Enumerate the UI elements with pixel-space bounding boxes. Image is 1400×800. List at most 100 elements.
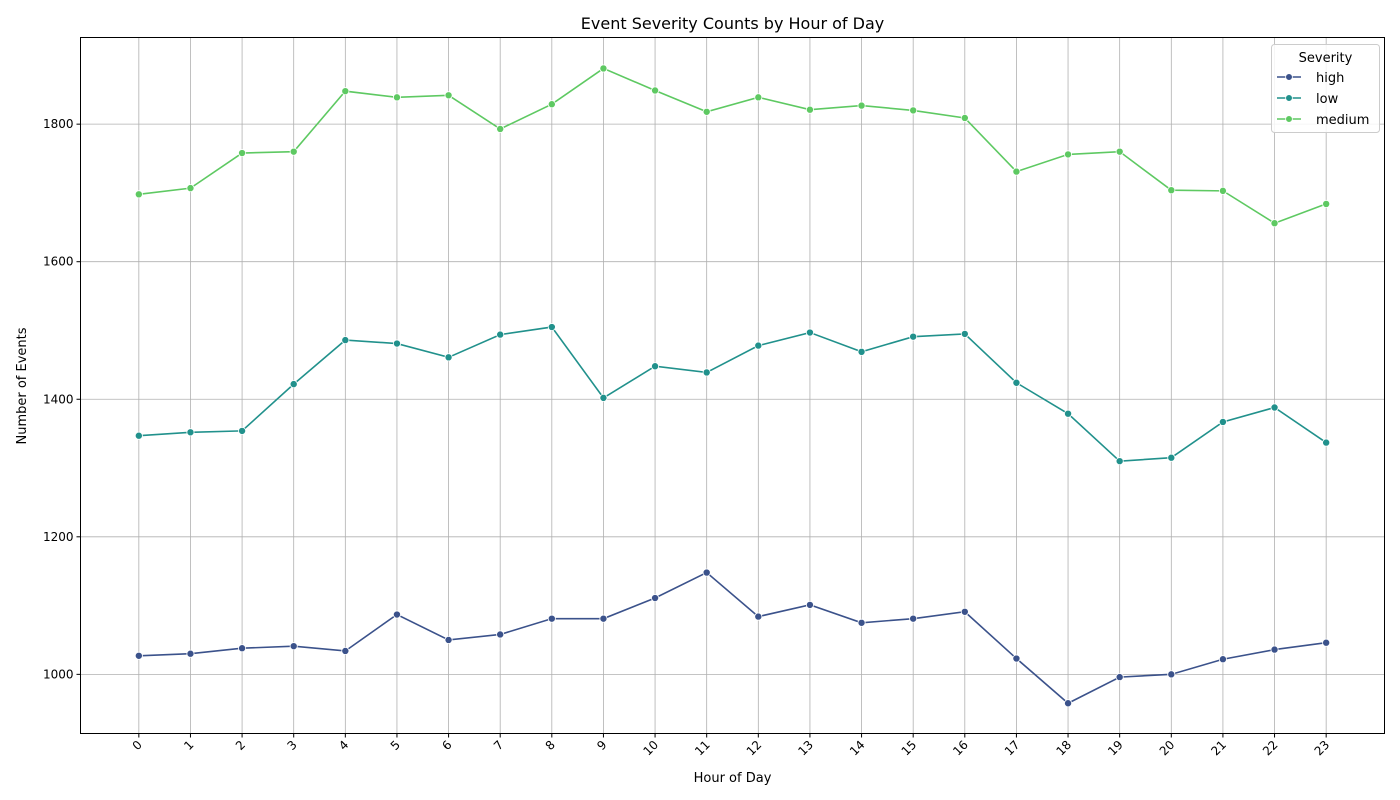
data-point-high — [1218, 655, 1227, 664]
data-point-low — [1322, 438, 1331, 447]
x-tick-label: 23 — [1312, 738, 1333, 759]
legend-label-high: high — [1316, 71, 1344, 86]
data-point-low — [547, 323, 556, 332]
x-tick-label: 8 — [543, 738, 558, 753]
x-tick-label: 3 — [285, 738, 300, 753]
data-point-low — [1012, 378, 1021, 387]
series-line-medium — [138, 67, 1327, 225]
data-point-low — [754, 341, 763, 350]
data-point-medium — [960, 113, 969, 122]
data-point-low — [702, 368, 711, 377]
data-point-medium — [754, 93, 763, 102]
data-point-low — [1115, 457, 1124, 466]
data-point-high — [702, 568, 711, 577]
data-point-high — [651, 594, 660, 603]
plot-frame — [80, 37, 1385, 734]
data-point-high — [1115, 673, 1124, 682]
x-tick-label: 6 — [439, 738, 454, 753]
data-point-medium — [857, 101, 866, 110]
data-point-medium — [651, 86, 660, 95]
y-tick-label: 1000 — [43, 667, 74, 681]
data-point-low — [1218, 417, 1227, 426]
legend: Severity high low medium — [1271, 44, 1380, 133]
data-point-medium — [341, 87, 350, 96]
legend-marker-medium — [1285, 115, 1293, 123]
data-point-medium — [909, 106, 918, 115]
data-point-low — [289, 380, 298, 389]
data-point-medium — [1322, 199, 1331, 208]
data-point-medium — [186, 184, 195, 193]
legend-label-low: low — [1316, 92, 1339, 107]
data-point-low — [599, 393, 608, 402]
data-point-low — [392, 339, 401, 348]
data-point-high — [547, 614, 556, 623]
data-point-high — [754, 612, 763, 621]
data-point-low — [134, 431, 143, 440]
data-point-high — [444, 635, 453, 644]
data-point-medium — [444, 91, 453, 100]
data-point-medium — [496, 124, 505, 133]
grid-lines — [80, 37, 1385, 734]
data-point-high — [599, 614, 608, 623]
data-point-low — [651, 362, 660, 371]
data-point-high — [496, 630, 505, 639]
x-tick-label: 18 — [1053, 738, 1074, 759]
data-point-medium — [289, 147, 298, 156]
data-point-low — [960, 329, 969, 338]
data-point-low — [1064, 409, 1073, 418]
x-axis-label: Hour of Day — [694, 771, 772, 786]
data-point-medium — [1064, 150, 1073, 159]
x-tick-label: 1 — [181, 738, 196, 753]
data-point-low — [857, 347, 866, 356]
data-point-high — [960, 607, 969, 616]
data-point-medium — [1270, 219, 1279, 228]
data-point-medium — [392, 93, 401, 102]
x-tick-label: 4 — [336, 738, 351, 753]
data-point-high — [1270, 645, 1279, 654]
data-point-high — [857, 618, 866, 627]
data-point-high — [1012, 654, 1021, 663]
data-point-low — [238, 426, 247, 435]
x-tick-label: 2 — [233, 738, 248, 753]
data-point-high — [238, 644, 247, 653]
data-point-low — [341, 336, 350, 345]
x-tick-label: 13 — [795, 738, 816, 759]
x-tick-label: 22 — [1260, 738, 1281, 759]
legend-marker-high — [1285, 73, 1293, 81]
x-tick-label: 11 — [692, 738, 713, 759]
x-tick-label: 20 — [1157, 738, 1178, 759]
x-tick-label: 7 — [491, 738, 506, 753]
legend-box — [1271, 44, 1380, 133]
x-axis-ticks: 0 1 2 3 4 5 6 7 8 9 10 11 12 13 14 15 16 17 18 19 20 21 22 23 — [130, 733, 1333, 759]
legend-marker-low — [1285, 94, 1293, 102]
data-point-high — [134, 651, 143, 660]
x-tick-label: 12 — [744, 738, 765, 759]
x-tick-label: 21 — [1208, 738, 1229, 759]
data-point-medium — [1218, 186, 1227, 195]
x-tick-label: 17 — [1002, 738, 1023, 759]
data-point-medium — [805, 105, 814, 114]
x-tick-label: 0 — [130, 738, 145, 753]
data-point-medium — [238, 149, 247, 158]
data-point-high — [1322, 638, 1331, 647]
x-tick-label: 5 — [388, 738, 403, 753]
data-point-high — [1064, 699, 1073, 708]
x-tick-label: 10 — [640, 738, 661, 759]
x-tick-label: 19 — [1105, 738, 1126, 759]
x-tick-label: 9 — [594, 738, 609, 753]
y-tick-label: 1800 — [43, 117, 74, 131]
data-point-medium — [547, 100, 556, 109]
data-point-medium — [1115, 147, 1124, 156]
chart-title: Event Severity Counts by Hour of Day — [581, 14, 884, 33]
x-tick-label: 16 — [950, 738, 971, 759]
legend-title: Severity — [1299, 51, 1353, 66]
data-point-medium — [1167, 186, 1176, 195]
data-point-low — [496, 330, 505, 339]
data-point-high — [909, 614, 918, 623]
y-tick-label: 1400 — [43, 392, 74, 406]
series-line-low — [138, 326, 1327, 462]
data-point-high — [289, 642, 298, 651]
data-point-low — [444, 353, 453, 362]
legend-label-medium: medium — [1316, 113, 1369, 128]
